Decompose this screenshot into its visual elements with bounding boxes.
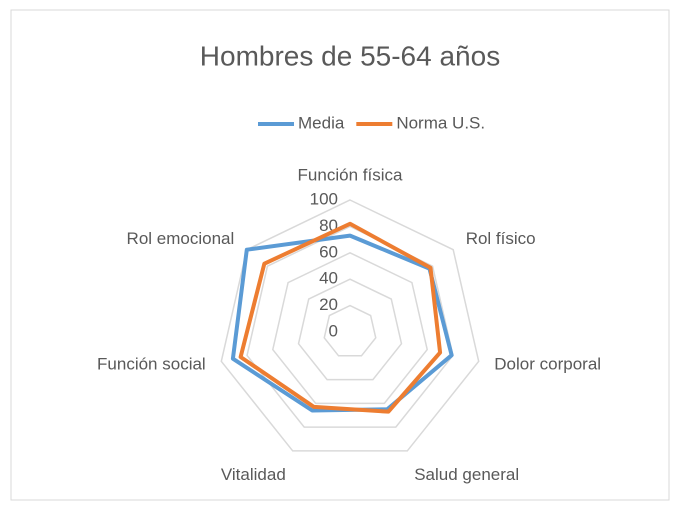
category-label: Función social [97,354,206,373]
category-label: Rol físico [466,229,536,248]
r-tick-label: 0 [329,321,338,340]
r-tick-label: 100 [310,189,338,208]
grid-ring [323,304,377,357]
grid-ring [271,251,429,405]
grid-ring [246,225,454,428]
category-label: Función física [298,165,403,184]
legend-label: Norma U.S. [396,113,485,132]
category-label: Dolor corporal [494,354,601,373]
series-line [238,221,443,414]
chart-title: Hombres de 55-64 años [200,40,500,71]
r-tick-label: 40 [319,269,338,288]
r-tick-label: 20 [319,295,338,314]
legend-label: Media [298,113,345,132]
category-label: Rol emocional [127,229,235,248]
grid-ring [297,278,403,381]
r-tick-label: 60 [319,242,338,261]
chart-border [10,9,670,501]
category-label: Salud general [414,465,519,484]
category-label: Vitalidad [221,465,286,484]
